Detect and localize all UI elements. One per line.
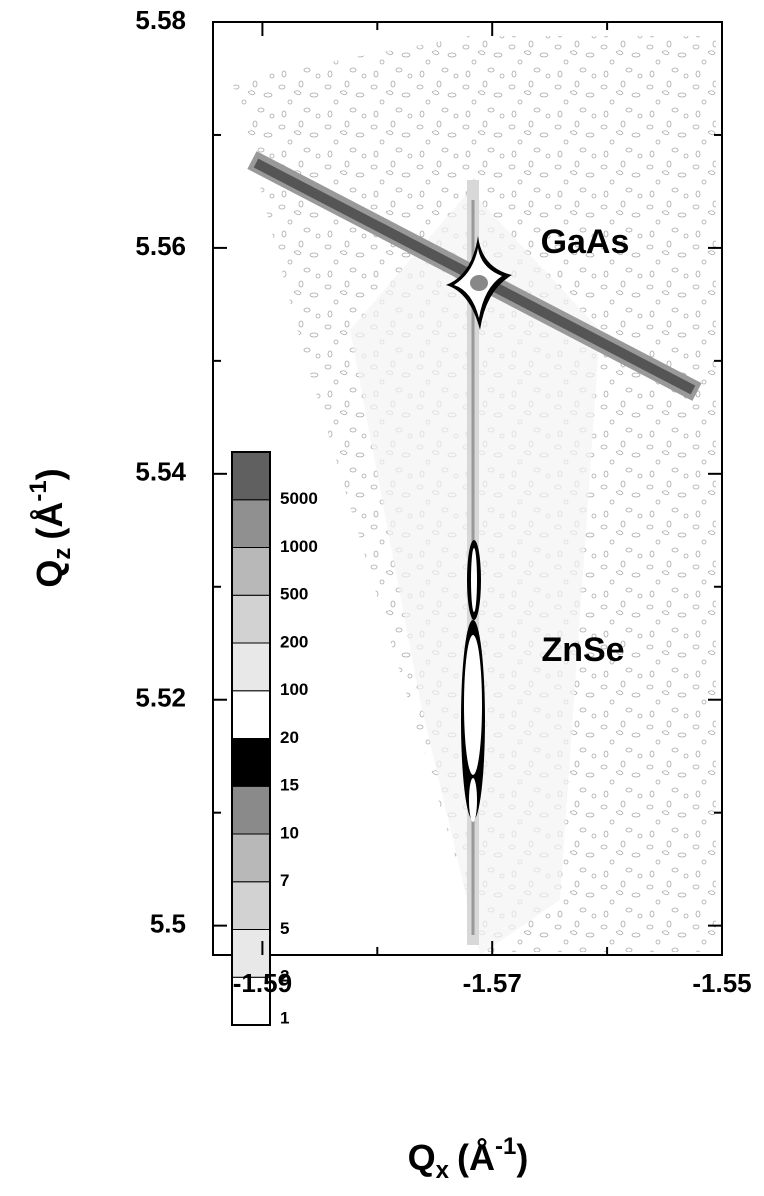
y-axis-label: Qz(Å-1)	[25, 468, 76, 587]
colorbar-frame	[231, 451, 271, 1026]
colorbar-label: 5	[280, 919, 289, 938]
colorbar-swatch	[231, 547, 271, 596]
y-tick-label: 5.58	[135, 5, 186, 35]
znse-peak-tail	[469, 778, 477, 822]
colorbar-label: 200	[280, 632, 308, 651]
colorbar-swatch	[231, 690, 271, 739]
gaas-peak-center	[470, 275, 488, 291]
colorbar-swatch	[231, 642, 271, 692]
colorbar-label: 1000	[280, 537, 318, 556]
plot-frame	[212, 21, 723, 956]
znse-fringe-inner	[471, 548, 477, 612]
colorbar-label: 15	[280, 776, 299, 795]
znse-peak	[464, 635, 482, 775]
colorbar-label: 20	[280, 728, 299, 747]
colorbar-swatch	[231, 881, 271, 930]
x-axis-label: Qx (Å-1)	[408, 1133, 529, 1184]
annotation: GaAs	[541, 223, 630, 261]
x-tick-label: -1.55	[692, 968, 751, 998]
colorbar-swatch	[231, 451, 271, 501]
colorbar-label: 10	[280, 823, 299, 842]
colorbar-label: 7	[280, 871, 289, 890]
colorbar-label: 100	[280, 680, 308, 699]
y-tick-label: 5.52	[135, 683, 186, 713]
x-tick-label: -1.59	[233, 968, 292, 998]
x-tick-label: -1.57	[463, 968, 522, 998]
colorbar-swatch	[231, 738, 271, 787]
y-tick-label: 5.5	[150, 909, 186, 939]
y-tick-label: 5.56	[135, 231, 186, 261]
colorbar-swatch	[231, 594, 271, 644]
colorbar-label: 500	[280, 585, 308, 604]
colorbar-label: 2	[280, 967, 289, 986]
colorbar-label: 1	[280, 1008, 289, 1027]
annotation: ZnSe	[541, 631, 624, 669]
colorbar-swatch	[231, 833, 271, 883]
contour-field	[232, 36, 716, 955]
y-tick-label: 5.54	[135, 457, 186, 487]
colorbar-swatch	[231, 785, 271, 835]
colorbar: 1 2 5 7 10 15 20 100 200 500 1000 5000	[231, 451, 318, 1027]
colorbar-label: 5000	[280, 489, 318, 508]
colorbar-swatch	[231, 499, 271, 548]
